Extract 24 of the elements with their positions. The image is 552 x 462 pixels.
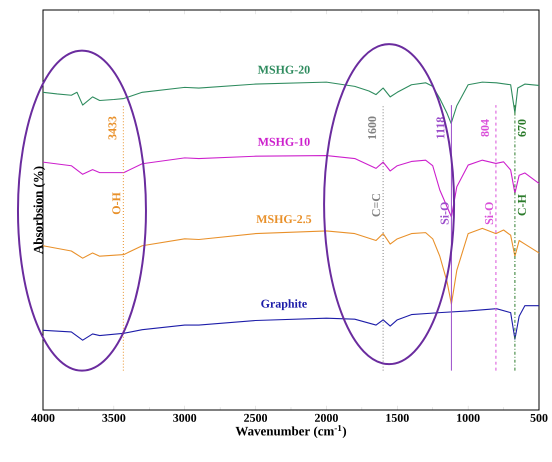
- series-label: MSHG-10: [258, 138, 310, 146]
- ref-line-label: 1600: [368, 116, 376, 140]
- series-label: MSHG-2.5: [256, 215, 312, 224]
- ref-line-label: 670: [518, 120, 526, 137]
- x-axis-title: Wavenumber (cm$^{-1}$): [236, 425, 346, 438]
- series-label: Graphite: [261, 299, 307, 310]
- x-tick-label: 2000: [314, 414, 338, 422]
- y-axis-title: Absorbsion (%): [33, 166, 46, 254]
- x-tick-label: 1500: [386, 414, 409, 422]
- x-tick-label: 500: [530, 414, 548, 422]
- ref-line-label: 3433: [108, 116, 116, 140]
- ref-line-label: 1118: [436, 117, 444, 138]
- annotation: C-H: [518, 194, 526, 216]
- x-tick-label: 4000: [31, 414, 54, 422]
- series-label: MSHG-20: [258, 66, 310, 74]
- annotation: C=C: [372, 194, 380, 217]
- ref-line-label: 804: [480, 119, 489, 137]
- x-tick-label: 2500: [244, 414, 268, 422]
- x-tick-label: 3500: [102, 414, 126, 422]
- x-tick-label: 1000: [457, 414, 480, 422]
- annotation: Si-O: [440, 202, 449, 224]
- annotation: O-H: [112, 192, 120, 214]
- x-tick-label: 3000: [173, 414, 196, 422]
- annotation: Si-O: [484, 202, 494, 224]
